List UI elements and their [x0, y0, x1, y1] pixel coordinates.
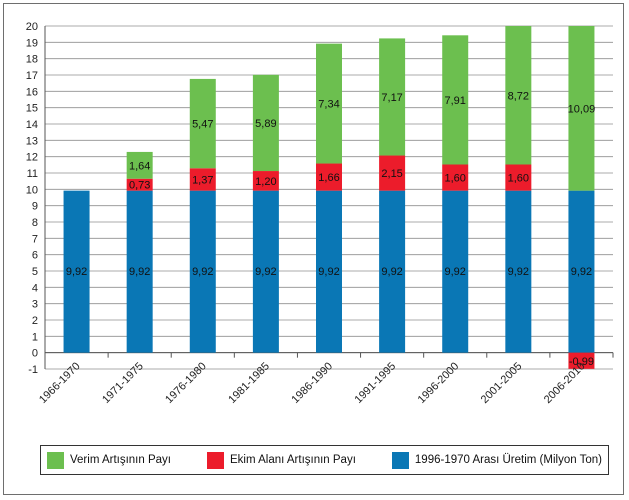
- y-tick-label: 8: [32, 217, 38, 229]
- x-tick-label: 1981-1985: [226, 360, 272, 406]
- data-label: 8,72: [508, 90, 529, 102]
- data-label: 9,92: [508, 266, 529, 278]
- bar-segment: [252, 190, 279, 353]
- legend-swatch-uretim: [391, 451, 409, 469]
- bar-segment: [379, 155, 406, 191]
- data-label: 9,92: [255, 266, 276, 278]
- x-tick-label: 1966-1970: [37, 360, 83, 406]
- y-tick-label: 12: [26, 152, 38, 164]
- bar-segment: [442, 35, 469, 165]
- data-label: 7,17: [381, 92, 402, 104]
- y-tick-label: 16: [26, 86, 38, 98]
- legend: Verim Artışının Payı Ekim Alanı Artışını…: [40, 445, 609, 475]
- data-label: 7,91: [445, 95, 466, 107]
- bar-segment: [126, 151, 153, 179]
- data-label: 1,37: [192, 174, 213, 186]
- data-label: 10,09: [568, 103, 596, 115]
- y-tick-label: 11: [27, 168, 38, 180]
- y-tick-label: 5: [32, 266, 38, 278]
- data-label: 1,66: [318, 172, 339, 184]
- bar-segment: [442, 190, 469, 353]
- bar-segment: [379, 38, 406, 156]
- y-tick-label: 9: [32, 201, 38, 213]
- y-tick-label: 13: [26, 135, 38, 147]
- y-tick-label: 17: [26, 70, 38, 82]
- data-label: 5,89: [255, 118, 276, 130]
- bar-segment: [252, 171, 279, 191]
- x-tick-label: 1976-1980: [163, 360, 209, 406]
- y-tick-label: 4: [32, 282, 38, 294]
- bar-segment: [316, 43, 342, 164]
- legend-item-uretim: 1996-1970 Arası Üretim (Milyon Ton): [391, 451, 602, 469]
- y-tick-label: 18: [26, 54, 38, 66]
- y-tick-label: 14: [26, 119, 38, 131]
- data-label: 0,73: [129, 180, 150, 192]
- data-label: 5,47: [192, 119, 213, 131]
- data-label: 9,92: [192, 266, 213, 278]
- legend-swatch-verim: [47, 451, 64, 469]
- y-tick-label: 0: [32, 348, 38, 360]
- bar-segment: [189, 190, 216, 353]
- bar-segment: [505, 26, 532, 165]
- x-tick-label: 1996-2000: [416, 360, 462, 406]
- data-label: -0,99: [569, 356, 594, 368]
- data-labels: 9,92 9,92 0,73 1,64 9,92 1,37 5,47 9,92 1,20 5,89…: [66, 90, 595, 367]
- legend-item-ekim-alani: Ekim Alanı Artışının Payı: [206, 451, 356, 469]
- y-tick-label: 2: [32, 315, 38, 327]
- y-tick-label: 3: [32, 299, 38, 311]
- x-tick-label: 1971-1975: [100, 360, 146, 406]
- bar-segment: [379, 190, 406, 353]
- data-label: 7,34: [318, 99, 339, 111]
- bars: [63, 26, 595, 369]
- bar-segment: [189, 78, 216, 169]
- bar-segment: [568, 190, 595, 353]
- data-label: 9,92: [318, 266, 339, 278]
- legend-label-ekim-alani: Ekim Alanı Artışının Payı: [229, 454, 356, 466]
- y-tick-label: -1: [28, 364, 38, 376]
- data-label: 1,60: [508, 173, 529, 185]
- y-tick-label: 10: [26, 184, 38, 196]
- bar-segment: [505, 164, 532, 191]
- bar-segment: [316, 163, 342, 191]
- y-tick-label: 6: [32, 250, 38, 262]
- y-tick-label: 19: [26, 37, 38, 49]
- bar-segment: [252, 74, 279, 172]
- x-tick-label: 2006-2010: [542, 360, 588, 406]
- y-tick-label: 20: [26, 21, 38, 33]
- x-tick-label: 1986-1990: [289, 360, 335, 406]
- y-tick-label: 15: [26, 103, 38, 115]
- bar-segment: [126, 190, 153, 353]
- x-tick-labels: 1966-1970 1971-1975 1976-1980 1981-1985 1986…: [37, 360, 588, 406]
- data-label: 2,15: [381, 168, 402, 180]
- data-label: 9,92: [381, 266, 402, 278]
- y-tick-label: 1: [32, 331, 38, 343]
- bar-segment: [316, 190, 342, 353]
- x-tick-label: 1991-1995: [353, 360, 399, 406]
- bar-segment: [568, 352, 595, 369]
- legend-label-uretim: 1996-1970 Arası Üretim (Milyon Ton): [414, 454, 602, 466]
- y-tick-label: 7: [32, 233, 38, 245]
- x-tick-label: 2001-2005: [479, 360, 525, 406]
- data-label: 1,20: [255, 176, 276, 188]
- legend-item-verim: Verim Artışının Payı: [47, 451, 171, 469]
- bar-segment: [568, 26, 595, 191]
- data-label: 9,92: [66, 266, 87, 278]
- bar-segment: [126, 178, 153, 191]
- legend-swatch-ekim-alani: [206, 451, 224, 469]
- data-label: 9,92: [571, 266, 592, 278]
- legend-label-verim: Verim Artışının Payı: [70, 454, 171, 466]
- bar-segment: [505, 190, 532, 353]
- bar-segment: [63, 190, 90, 353]
- bar-segment: [189, 168, 216, 191]
- data-label: 1,60: [445, 173, 466, 185]
- bar-segment: [442, 164, 469, 191]
- data-label: 9,92: [129, 266, 150, 278]
- data-label: 1,64: [129, 160, 150, 172]
- data-label: 9,92: [445, 266, 466, 278]
